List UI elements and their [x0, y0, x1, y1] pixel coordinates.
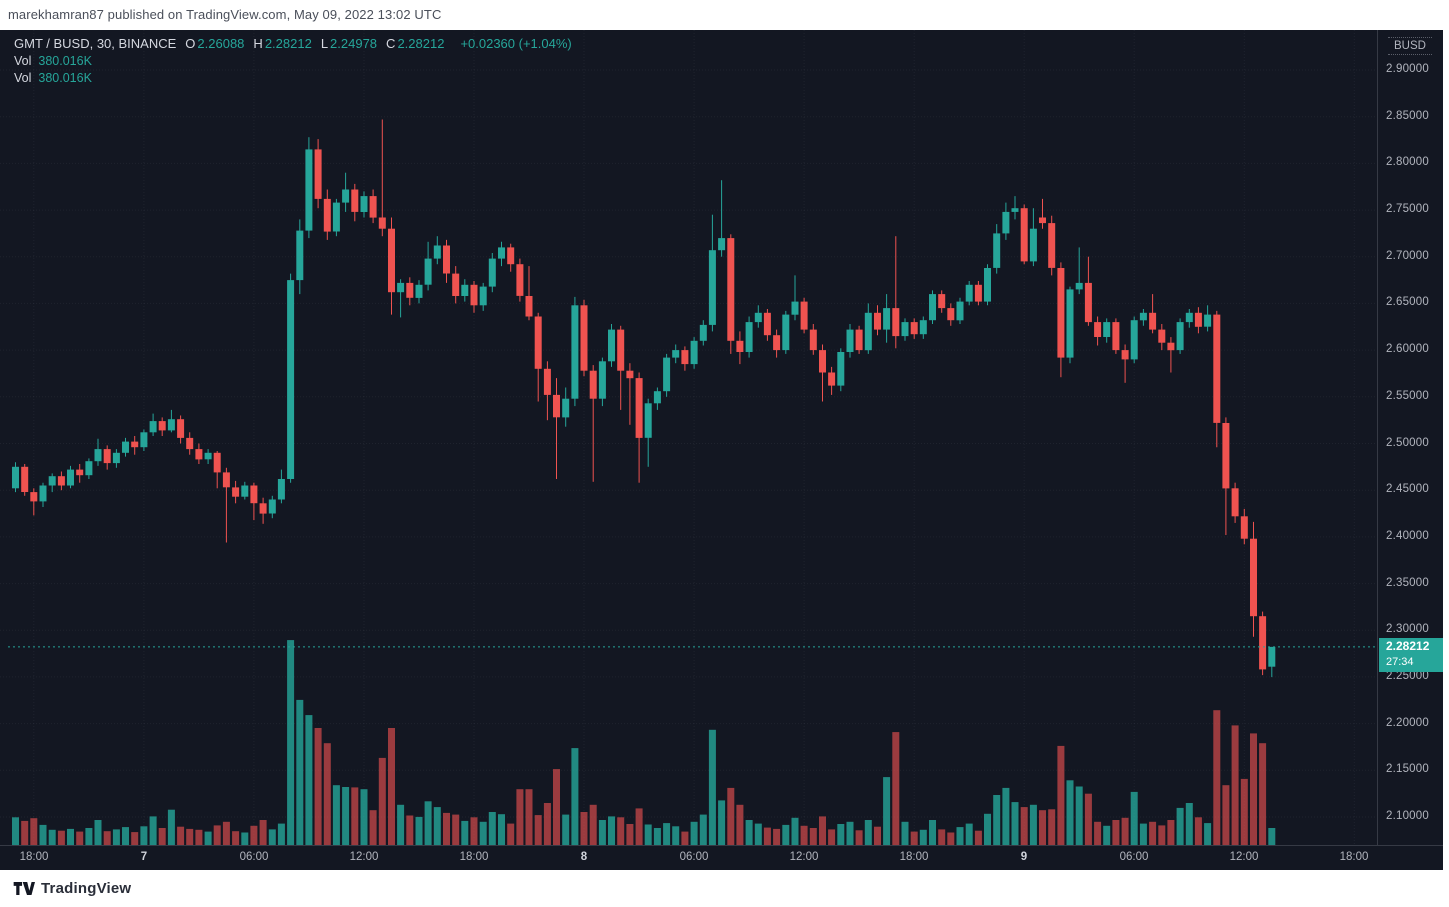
- volume-legend-row: Vol 380.016K: [14, 71, 92, 85]
- volume-legend-row: Vol 380.016K: [14, 54, 92, 68]
- time-tick: 06:00: [679, 851, 709, 863]
- attribution-text: marekhamran87 published on TradingView.c…: [8, 7, 442, 22]
- time-tick: 06:00: [1119, 851, 1149, 863]
- price-tick: 2.25000: [1386, 670, 1429, 682]
- time-tick: 18:00: [19, 851, 49, 863]
- symbol-title: GMT / BUSD, 30, BINANCE: [14, 36, 177, 51]
- time-tick: 18:00: [899, 851, 929, 863]
- ohlc-key: L: [320, 36, 329, 51]
- price-tick: 2.40000: [1386, 530, 1429, 542]
- vol-label: Vol: [14, 54, 32, 68]
- price-tick: 2.35000: [1386, 577, 1429, 589]
- ohlc-key: H: [253, 36, 263, 51]
- price-tick: 2.55000: [1386, 390, 1429, 402]
- vol-label: Vol: [14, 71, 32, 85]
- tradingview-logo-link[interactable]: TradingView: [13, 880, 131, 897]
- time-tick: 12:00: [789, 851, 819, 863]
- time-tick: 12:00: [349, 851, 379, 863]
- chart-canvas[interactable]: [0, 30, 1377, 845]
- vol-value: 380.016K: [38, 54, 92, 68]
- price-tick: 2.45000: [1386, 483, 1429, 495]
- vol-value: 380.016K: [38, 71, 92, 85]
- price-tick: 2.80000: [1386, 156, 1429, 168]
- price-tick: 2.85000: [1386, 110, 1429, 122]
- price-tick: 2.60000: [1386, 343, 1429, 355]
- ohlc-key: O: [185, 36, 196, 51]
- price-axis[interactable]: BUSD 2.28212 27:34 2.90000 2.85000 2.80000…: [1377, 30, 1444, 845]
- last-price-value: 2.28212: [1386, 639, 1430, 653]
- ohlc-value: 2.28212: [264, 36, 312, 51]
- price-tick: 2.75000: [1386, 203, 1429, 215]
- time-tick: 7: [140, 851, 148, 863]
- time-tick: 18:00: [459, 851, 489, 863]
- symbol-legend: GMT / BUSD, 30, BINANCE O 2.26088 H 2.2821…: [14, 36, 572, 51]
- change-value: +0.02360 (+1.04%): [460, 36, 572, 51]
- price-tick: 2.10000: [1386, 810, 1429, 822]
- last-price-label: 2.28212 27:34: [1379, 638, 1443, 672]
- price-tick: 2.15000: [1386, 763, 1429, 775]
- price-tick: 2.30000: [1386, 623, 1429, 635]
- time-axis[interactable]: 18:00 7 06:00 12:00 18:00 8 06:00 12:00 18:00 9 06…: [0, 845, 1443, 871]
- tradingview-logo-icon: [13, 882, 35, 895]
- currency-label[interactable]: BUSD: [1388, 37, 1432, 55]
- price-tick: 2.70000: [1386, 250, 1429, 262]
- ohlc-value: 2.24978: [330, 36, 378, 51]
- chart-region: GMT / BUSD, 30, BINANCE O 2.26088 H 2.2821…: [0, 30, 1443, 870]
- time-tick: 06:00: [239, 851, 269, 863]
- countdown-timer: 27:34: [1386, 656, 1414, 668]
- attribution-bar: marekhamran87 published on TradingView.c…: [0, 0, 1449, 30]
- ohlc-value: 2.26088: [197, 36, 245, 51]
- price-tick: 2.20000: [1386, 717, 1429, 729]
- price-tick: 2.65000: [1386, 296, 1429, 308]
- price-tick: 2.90000: [1386, 63, 1429, 75]
- ohlc-key: C: [386, 36, 396, 51]
- time-tick: 12:00: [1229, 851, 1259, 863]
- time-tick: 18:00: [1339, 851, 1369, 863]
- time-tick: 8: [580, 851, 588, 863]
- ohlc-values: O 2.26088 H 2.28212 L 2.24978 C 2.28212: [185, 36, 451, 51]
- ohlc-value: 2.28212: [397, 36, 445, 51]
- footer-bar: TradingView: [0, 870, 1449, 907]
- price-tick: 2.50000: [1386, 437, 1429, 449]
- time-tick: 9: [1020, 851, 1028, 863]
- tradingview-wordmark: TradingView: [41, 880, 132, 897]
